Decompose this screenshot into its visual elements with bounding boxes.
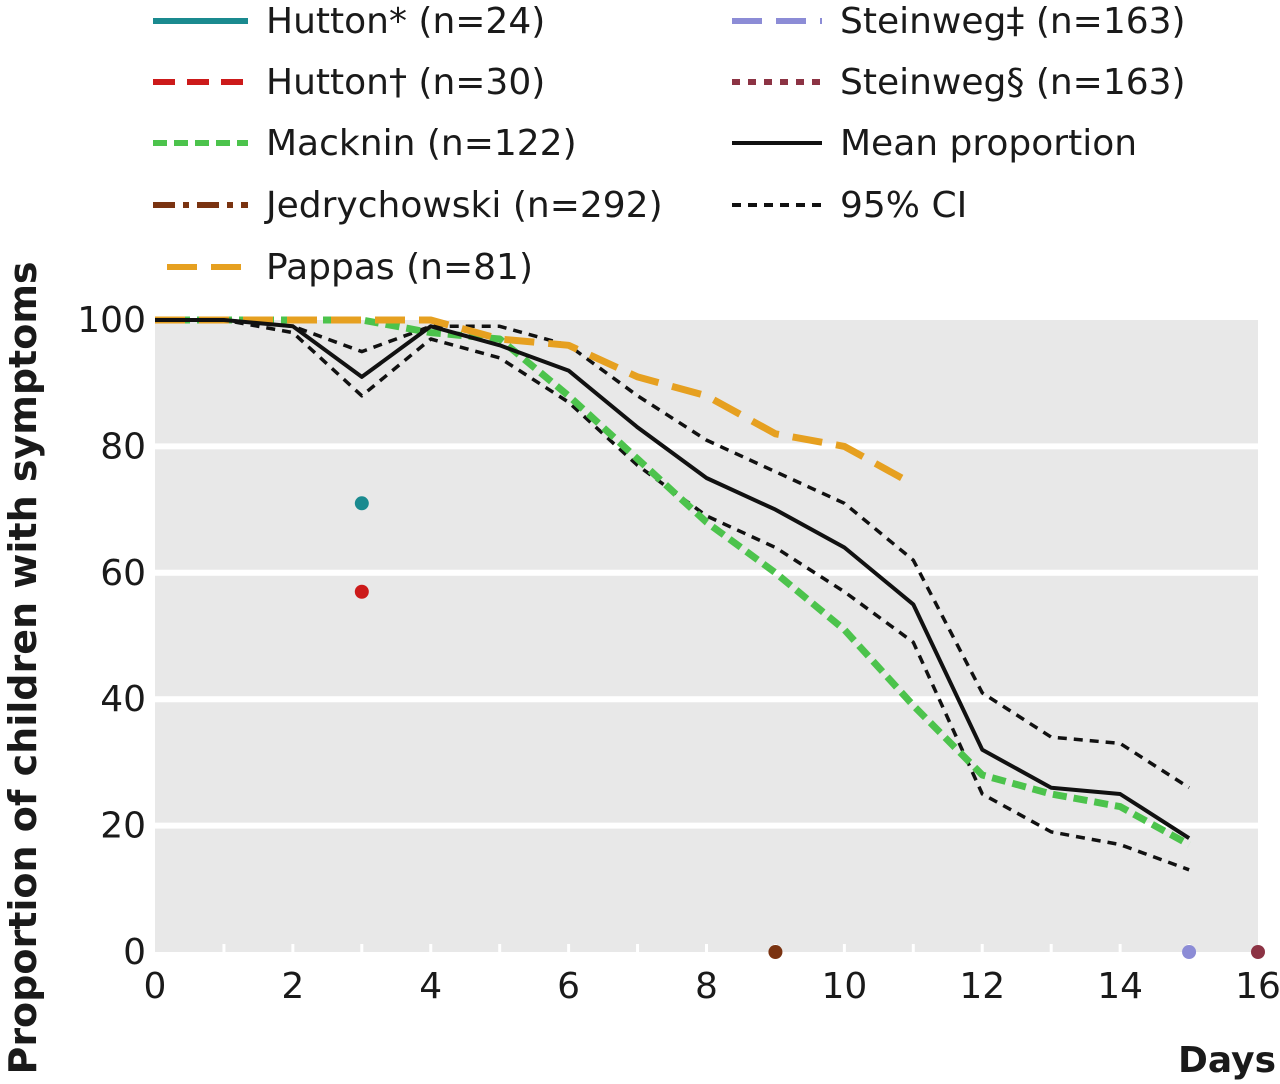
legend: Hutton* (n=24) Hutton† (n=30) Macknin (n=1…	[153, 1, 1186, 288]
y-tick-label-80: 80	[100, 426, 146, 467]
x-tick-label-14: 14	[1097, 966, 1143, 1007]
data-point-steinweg-n-163-0	[1251, 945, 1265, 959]
data-point-hutton-n-30-0	[354, 584, 369, 599]
data-point-hutton-n-24-0	[354, 496, 369, 511]
axis-tick-labels: 0 20 40 60 80 100 0 2 4 6 8 10 12 14 16	[77, 300, 1280, 1007]
y-tick-label-60: 60	[100, 553, 146, 594]
plot-background	[155, 320, 1258, 952]
y-tick-label-40: 40	[100, 679, 146, 720]
x-tick-label-10: 10	[821, 966, 867, 1007]
data-point-steinweg-n-163-0	[1182, 945, 1197, 959]
legend-label-95-ci: 95% CI	[840, 185, 967, 226]
y-tick-label-100: 100	[77, 300, 146, 341]
y-tick-label-20: 20	[100, 806, 146, 847]
legend-label-steinweg-n-163: Steinweg§ (n=163)	[840, 62, 1186, 103]
legend-label-hutton-n-30: Hutton† (n=30)	[266, 62, 545, 103]
x-axis-label: Days	[1178, 1040, 1276, 1081]
series-layer	[155, 316, 1265, 959]
x-tick-label-16: 16	[1235, 966, 1280, 1007]
data-point-jedrychowski-n-292-0	[768, 945, 783, 959]
x-tick-label-4: 4	[419, 966, 442, 1007]
legend-label-steinweg-n-163: Steinweg‡ (n=163)	[840, 1, 1186, 42]
y-axis-label: Proportion of children with symptoms	[1, 261, 45, 1074]
x-tick-label-6: 6	[557, 966, 580, 1007]
y-tick-label-0: 0	[123, 932, 146, 973]
series-line-95-ci-upper	[155, 318, 1191, 790]
x-tick-label-2: 2	[281, 966, 304, 1007]
x-tick-label-12: 12	[959, 966, 1005, 1007]
legend-label-jedrychowski-n-292: Jedrychowski (n=292)	[264, 185, 663, 226]
gridlines	[155, 443, 1258, 829]
series-line-pappas-n-81	[155, 316, 915, 488]
series-line-macknin-n-122	[155, 316, 1191, 848]
legend-label-hutton-n-24: Hutton* (n=24)	[266, 1, 545, 42]
series-line-mean-proportion	[155, 318, 1191, 840]
legend-label-pappas-n-81: Pappas (n=81)	[266, 247, 533, 288]
x-tick-label-0: 0	[144, 966, 167, 1007]
x-tick-label-8: 8	[695, 966, 718, 1007]
legend-label-mean-proportion: Mean proportion	[840, 123, 1137, 164]
legend-label-macknin-n-122: Macknin (n=122)	[266, 123, 577, 164]
